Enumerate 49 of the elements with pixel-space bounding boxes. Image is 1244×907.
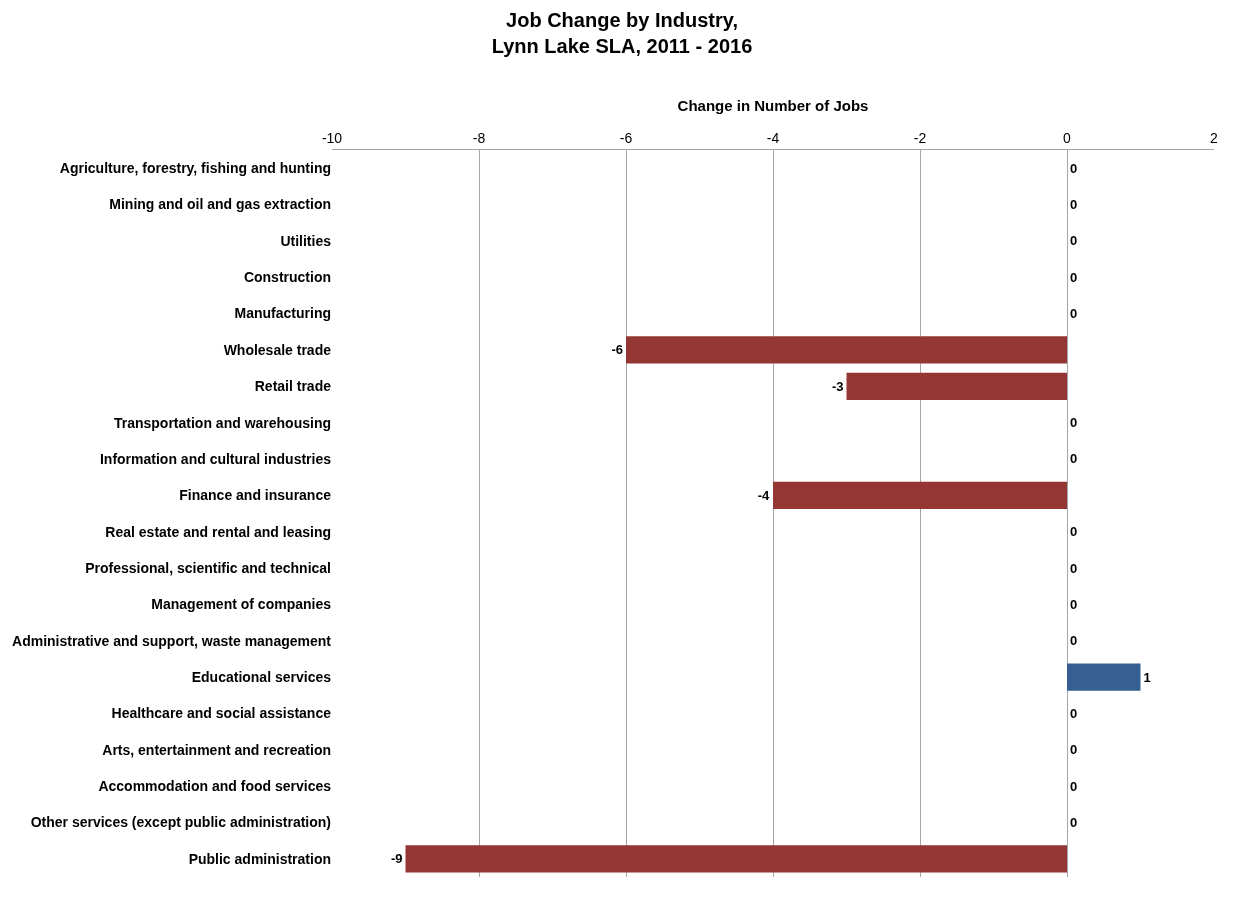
data-label: 0 (1070, 778, 1078, 794)
x-tick-label: 2 (1210, 130, 1219, 147)
x-axis-title: Change in Number of Jobs (677, 96, 869, 114)
data-label: -4 (757, 487, 770, 503)
y-tick-label: Other services (except public administration) (30, 814, 331, 831)
data-label: -9 (390, 851, 403, 867)
data-label: -3 (831, 378, 844, 394)
y-tick-label: Professional, scientific and technical (85, 559, 331, 576)
data-label: 0 (1070, 633, 1078, 649)
y-tick-label: Healthcare and social assistance (111, 705, 332, 722)
data-label: 1 (1143, 669, 1151, 685)
y-tick-label: Real estate and rental and leasing (105, 523, 331, 540)
y-tick-label: Administrative and support, waste management (12, 632, 332, 649)
x-tick-label: -2 (913, 130, 927, 147)
chart-title: Job Change by Industry, Lynn Lake SLA, 2011 - 2016 (491, 9, 753, 58)
data-label: 0 (1070, 596, 1078, 612)
x-tick-label: -6 (619, 130, 633, 147)
y-tick-label: Retail trade (254, 378, 332, 395)
x-tick-label: 0 (1063, 130, 1072, 147)
data-label: 0 (1070, 451, 1078, 467)
x-tick-label: -4 (766, 130, 780, 147)
data-label: 0 (1070, 742, 1078, 758)
y-tick-label: Finance and insurance (179, 487, 332, 504)
y-tick-label: Educational services (191, 668, 332, 685)
data-label: -6 (611, 342, 623, 358)
data-label: 0 (1070, 814, 1078, 830)
data-label: 0 (1070, 705, 1078, 721)
y-tick-label: Public administration (188, 850, 331, 867)
data-label: 0 (1070, 415, 1078, 431)
y-tick-label: Transportation and warehousing (113, 414, 331, 431)
data-label: 0 (1070, 306, 1078, 322)
x-tick-label: -10 (321, 130, 343, 147)
y-tick-label: Accommodation and food services (98, 778, 332, 795)
x-tick-label: -8 (472, 130, 486, 147)
y-tick-label: Agriculture, forestry, fishing and hunting (59, 160, 331, 177)
y-tick-label: Arts, entertainment and recreation (102, 741, 331, 758)
data-label: 0 (1070, 197, 1078, 213)
data-label: 0 (1070, 269, 1078, 285)
y-tick-label: Manufacturing (234, 305, 331, 322)
y-tick-label: Information and cultural industries (99, 450, 332, 467)
data-label: 0 (1070, 560, 1078, 576)
data-label: 0 (1070, 160, 1078, 176)
y-tick-label: Wholesale trade (223, 341, 332, 358)
y-tick-label: Utilities (280, 232, 332, 249)
data-label: 0 (1070, 524, 1078, 540)
y-tick-label: Management of companies (151, 596, 332, 613)
data-label: 0 (1070, 233, 1078, 249)
y-tick-label: Mining and oil and gas extraction (109, 196, 331, 213)
y-tick-label: Construction (243, 269, 331, 286)
